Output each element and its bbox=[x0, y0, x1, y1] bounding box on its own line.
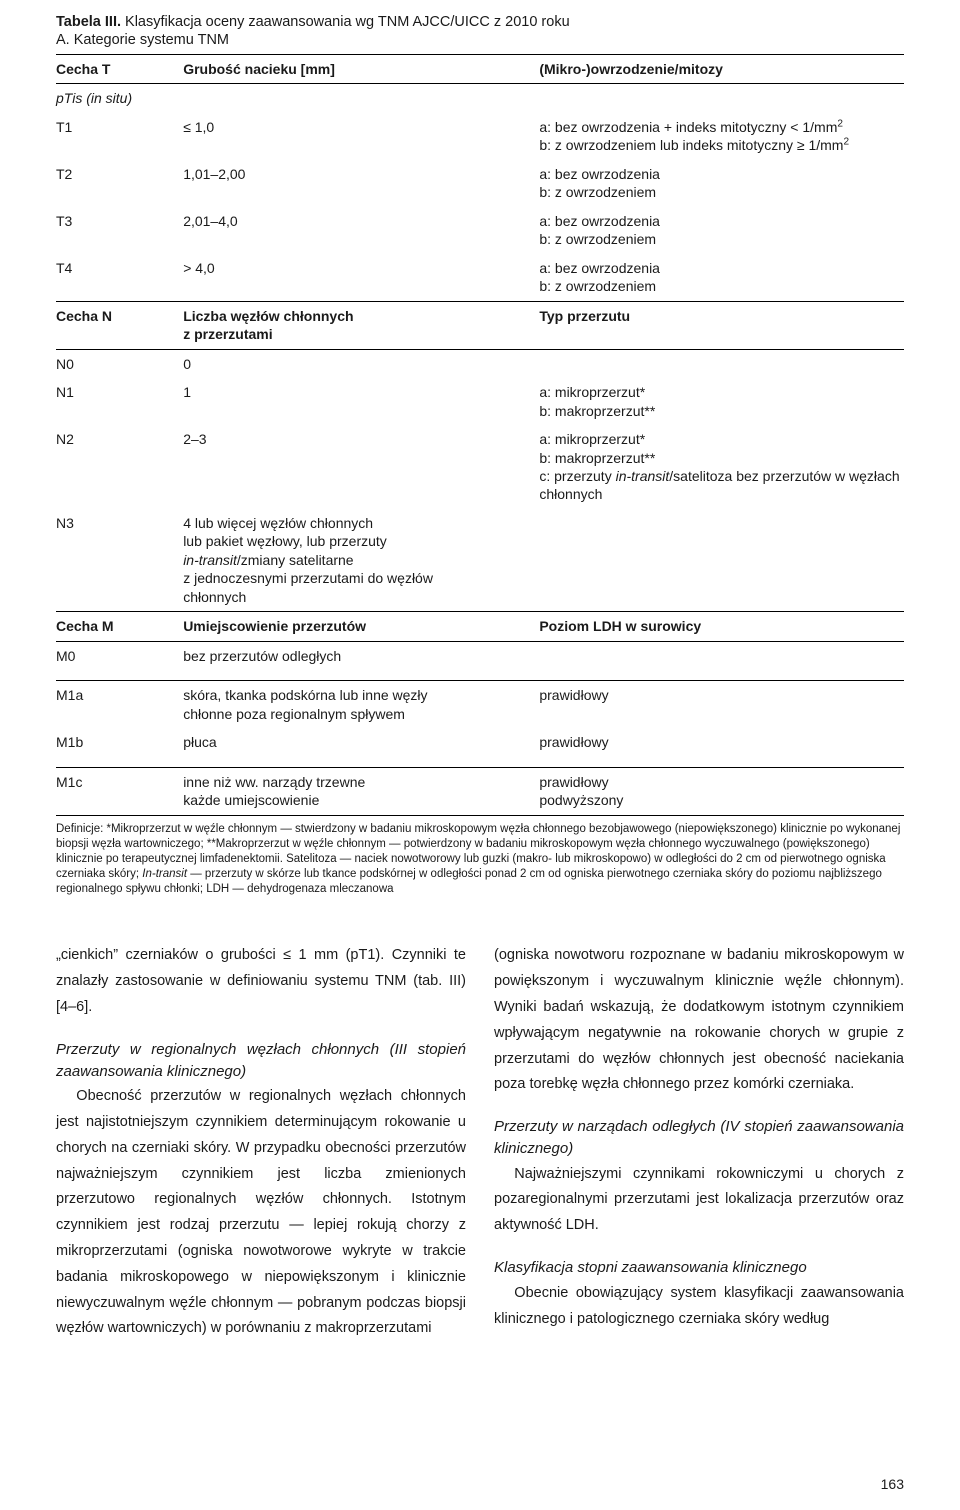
body-paragraph: Najważniejszymi czynnikami rokowniczymi … bbox=[494, 1162, 904, 1239]
cell: skóra, tkanka podskórna lub inne węzłych… bbox=[183, 681, 539, 728]
body-columns: „cienkich” czerniaków o grubości ≤ 1 mm … bbox=[56, 943, 904, 1342]
cell: T4 bbox=[56, 254, 183, 301]
table-title-rest: Klasyfikacja oceny zaawansowania wg TNM … bbox=[121, 14, 570, 30]
table-row: T1 ≤ 1,0 a: bez owrzodzenia + indeks mit… bbox=[56, 113, 904, 160]
table-header-n: Cecha N Liczba węzłów chłonnychz przerzu… bbox=[56, 301, 904, 349]
hdr-cecha-t: Cecha T bbox=[56, 55, 183, 84]
cell: prawidłowy bbox=[539, 728, 904, 756]
table-row: N2 2–3 a: mikroprzerzut*b: makroprzerzut… bbox=[56, 425, 904, 509]
cell: T2 bbox=[56, 160, 183, 207]
table-row: T4 > 4,0 a: bez owrzodzeniab: z owrzodze… bbox=[56, 254, 904, 301]
page-number: 163 bbox=[881, 1476, 904, 1492]
cell: a: bez owrzodzenia + indeks mitotyczny <… bbox=[539, 113, 904, 160]
cell: 0 bbox=[183, 349, 539, 378]
cell: 4 lub więcej węzłów chłonnychlub pakiet … bbox=[183, 509, 539, 612]
body-paragraph: (ogniska nowotworu rozpoznane w badaniu … bbox=[494, 943, 904, 1098]
cell: płuca bbox=[183, 728, 539, 756]
table-row: N0 0 bbox=[56, 349, 904, 378]
section-heading: Klasyfikacja stopni zaawansowania klinic… bbox=[494, 1257, 904, 1279]
cell: T3 bbox=[56, 207, 183, 254]
table-row: M1a skóra, tkanka podskórna lub inne węz… bbox=[56, 681, 904, 728]
hdr-umiejsc: Umiejscowienie przerzutów bbox=[183, 612, 539, 641]
tnm-table: Cecha T Grubość nacieku [mm] (Mikro-)owr… bbox=[56, 54, 904, 816]
body-paragraph: „cienkich” czerniaków o grubości ≤ 1 mm … bbox=[56, 943, 466, 1020]
cell: M1a bbox=[56, 681, 183, 728]
cell: a: mikroprzerzut*b: makroprzerzut** bbox=[539, 378, 904, 425]
table-row: pTis (in situ) bbox=[56, 84, 904, 113]
table-title: Tabela III. Klasyfikacja oceny zaawansow… bbox=[56, 14, 904, 30]
table-header-t: Cecha T Grubość nacieku [mm] (Mikro-)owr… bbox=[56, 55, 904, 84]
cell: inne niż ww. narządy trzewnekażde umiejs… bbox=[183, 767, 539, 815]
table-title-prefix: Tabela III. bbox=[56, 14, 121, 30]
cell: M0 bbox=[56, 641, 183, 670]
table-subtitle: A. Kategorie systemu TNM bbox=[56, 32, 904, 48]
cell: ≤ 1,0 bbox=[183, 113, 539, 160]
cell: a: bez owrzodzeniab: z owrzodzeniem bbox=[539, 160, 904, 207]
body-paragraph: Obecnie obowiązujący system klasyfikacji… bbox=[494, 1281, 904, 1333]
table-row: M1c inne niż ww. narządy trzewnekażde um… bbox=[56, 767, 904, 815]
cell: a: bez owrzodzeniab: z owrzodzeniem bbox=[539, 254, 904, 301]
table-row: M0 bez przerzutów odległych bbox=[56, 641, 904, 670]
table-row: N1 1 a: mikroprzerzut*b: makroprzerzut** bbox=[56, 378, 904, 425]
cell bbox=[539, 509, 904, 612]
section-heading: Przerzuty w narządach odległych (IV stop… bbox=[494, 1116, 904, 1160]
cell: 1,01–2,00 bbox=[183, 160, 539, 207]
table-row: M1b płuca prawidłowy bbox=[56, 728, 904, 756]
cell: > 4,0 bbox=[183, 254, 539, 301]
table-row: T2 1,01–2,00 a: bez owrzodzeniab: z owrz… bbox=[56, 160, 904, 207]
cell: bez przerzutów odległych bbox=[183, 641, 539, 670]
cell: 1 bbox=[183, 378, 539, 425]
cell: T1 bbox=[56, 113, 183, 160]
hdr-ldh: Poziom LDH w surowicy bbox=[539, 612, 904, 641]
body-paragraph: Obecność przerzutów w regionalnych węzła… bbox=[56, 1084, 466, 1342]
hdr-mikro: (Mikro-)owrzodzenie/mitozy bbox=[539, 55, 904, 84]
cell: prawidłowypodwyższony bbox=[539, 767, 904, 815]
cell: prawidłowy bbox=[539, 681, 904, 728]
hdr-liczba: Liczba węzłów chłonnychz przerzutami bbox=[183, 301, 539, 349]
cell bbox=[539, 641, 904, 670]
right-column: (ogniska nowotworu rozpoznane w badaniu … bbox=[494, 943, 904, 1342]
table-row: T3 2,01–4,0 a: bez owrzodzeniab: z owrzo… bbox=[56, 207, 904, 254]
cell: N0 bbox=[56, 349, 183, 378]
cell: M1c bbox=[56, 767, 183, 815]
left-column: „cienkich” czerniaków o grubości ≤ 1 mm … bbox=[56, 943, 466, 1342]
cell: 2,01–4,0 bbox=[183, 207, 539, 254]
ptis-cell: pTis (in situ) bbox=[56, 84, 904, 113]
cell: N2 bbox=[56, 425, 183, 509]
cell: M1b bbox=[56, 728, 183, 756]
hdr-cecha-m: Cecha M bbox=[56, 612, 183, 641]
cell bbox=[539, 349, 904, 378]
hdr-cecha-n: Cecha N bbox=[56, 301, 183, 349]
cell: N3 bbox=[56, 509, 183, 612]
table-definitions: Definicje: *Mikroprzerzut w węźle chłonn… bbox=[56, 822, 904, 898]
cell: 2–3 bbox=[183, 425, 539, 509]
hdr-typ: Typ przerzutu bbox=[539, 301, 904, 349]
hdr-grubosc: Grubość nacieku [mm] bbox=[183, 55, 539, 84]
cell: a: bez owrzodzeniab: z owrzodzeniem bbox=[539, 207, 904, 254]
table-row: N3 4 lub więcej węzłów chłonnychlub paki… bbox=[56, 509, 904, 612]
table-header-m: Cecha M Umiejscowienie przerzutów Poziom… bbox=[56, 612, 904, 641]
cell: N1 bbox=[56, 378, 183, 425]
cell: a: mikroprzerzut*b: makroprzerzut**c: pr… bbox=[539, 425, 904, 509]
section-heading: Przerzuty w regionalnych węzłach chłonny… bbox=[56, 1039, 466, 1083]
